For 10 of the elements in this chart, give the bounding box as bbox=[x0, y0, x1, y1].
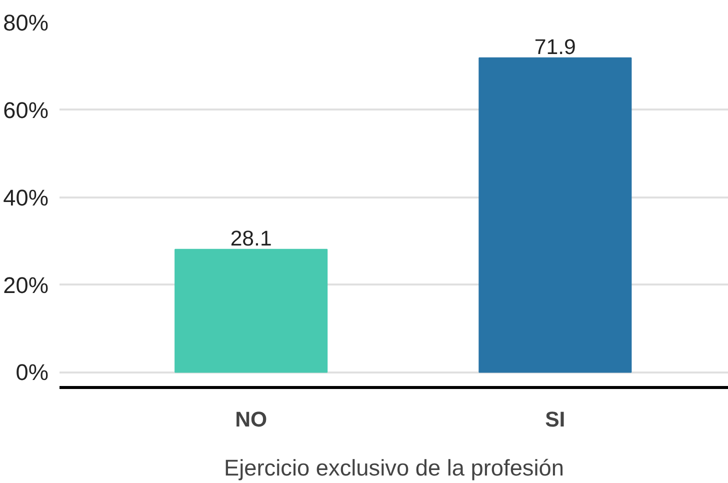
data-label: 28.1 bbox=[230, 226, 272, 250]
y-tick-label: 40% bbox=[3, 184, 49, 210]
y-tick-label: 20% bbox=[3, 272, 49, 298]
data-label: 71.9 bbox=[534, 34, 576, 59]
y-tick-label: 60% bbox=[3, 96, 49, 123]
x-tick-label: NO bbox=[235, 408, 268, 432]
x-tick-label: SI bbox=[545, 408, 566, 432]
y-tick-label: 80% bbox=[3, 10, 49, 36]
y-tick-label: 0% bbox=[16, 359, 49, 386]
x-axis-title: Ejercicio exclusivo de la profesión bbox=[224, 454, 564, 480]
